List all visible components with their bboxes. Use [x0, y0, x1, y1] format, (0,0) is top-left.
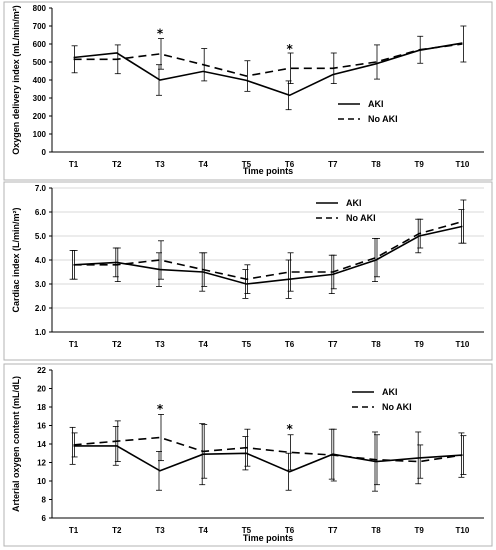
x-tick-label: T7	[328, 160, 338, 169]
y-axis-title: Arterial oxygen content (mL/dL)	[11, 376, 21, 512]
legend-label: AKI	[346, 198, 362, 208]
y-tick-label: 100	[33, 130, 47, 139]
y-tick-label: 7.0	[35, 184, 47, 193]
legend-label: No AKI	[346, 213, 376, 223]
panel-border	[3, 181, 493, 361]
y-tick-label: 500	[33, 58, 47, 67]
y-tick-label: 1.0	[35, 328, 47, 337]
x-tick-label: T3	[155, 160, 165, 169]
x-tick-label: T1	[69, 526, 79, 535]
x-tick-label: T6	[285, 340, 295, 349]
x-tick-label: T6	[285, 160, 295, 169]
legend-label: AKI	[368, 99, 384, 109]
y-axis-title: Cardiac index (L/min/m²)	[11, 207, 21, 312]
significance-star: *	[286, 42, 293, 56]
x-tick-label: T5	[242, 160, 252, 169]
y-tick-label: 10	[37, 477, 46, 486]
x-tick-label: T5	[242, 340, 252, 349]
y-tick-label: 5.0	[35, 232, 47, 241]
y-tick-label: 6.0	[35, 208, 47, 217]
x-tick-label: T2	[112, 526, 122, 535]
x-tick-label: T5	[242, 526, 252, 535]
y-tick-label: 200	[33, 112, 47, 121]
y-axis-title: Oxygen delivery index (mL/min/m²)	[11, 5, 21, 155]
series-line-aki	[73, 225, 463, 285]
chart-panel-2: 1.0 2.0 3.0 4.0 5.0 6.0 7.0 T1 T2 T3 T4 T5 T6 T7 T8 T9 T…	[3, 181, 493, 361]
x-tick-label: T4	[199, 526, 209, 535]
x-tick-label: T10	[456, 526, 470, 535]
panel-border	[3, 1, 493, 181]
x-tick-label: T10	[456, 160, 470, 169]
legend-label: No AKI	[382, 402, 412, 412]
y-tick-label: 22	[37, 366, 46, 375]
x-axis-title: Time points	[243, 533, 293, 543]
x-axis-title: Time points	[243, 166, 293, 176]
y-tick-label: 400	[33, 76, 47, 85]
y-tick-label: 8	[42, 496, 47, 505]
panel-border	[3, 363, 493, 547]
legend-label: AKI	[382, 387, 398, 397]
y-tick-label: 6	[42, 514, 47, 523]
x-tick-label: T4	[199, 340, 209, 349]
y-tick-label: 0	[42, 148, 47, 157]
y-tick-label: 12	[37, 459, 46, 468]
x-tick-label: T7	[328, 526, 338, 535]
series-line-aki	[73, 445, 463, 473]
significance-star: *	[286, 422, 293, 436]
series-line-aki	[73, 42, 463, 97]
y-tick-label: 3.0	[35, 280, 47, 289]
x-tick-label: T8	[371, 526, 381, 535]
y-tick-label: 4.0	[35, 256, 47, 265]
x-tick-label: T6	[285, 526, 295, 535]
x-tick-label: T1	[69, 160, 79, 169]
significance-star: *	[157, 402, 164, 416]
significance-star: *	[157, 27, 164, 41]
y-tick-label: 800	[33, 4, 47, 13]
x-tick-label: T8	[371, 160, 381, 169]
y-tick-label: 14	[37, 440, 46, 449]
series-line-no-aki	[73, 220, 463, 281]
y-tick-label: 700	[33, 22, 47, 31]
legend-label: No AKI	[368, 114, 398, 124]
y-tick-label: 300	[33, 94, 47, 103]
x-tick-label: T2	[112, 340, 122, 349]
x-tick-label: T10	[456, 340, 470, 349]
y-tick-label: 600	[33, 40, 47, 49]
x-tick-label: T8	[371, 340, 381, 349]
x-tick-label: T9	[415, 526, 425, 535]
y-tick-label: 20	[37, 385, 46, 394]
x-tick-label: T3	[155, 526, 165, 535]
x-tick-label: T2	[112, 160, 122, 169]
series-line-no-aki	[73, 43, 463, 77]
chart-panel-3: 6 8 10 12 14 16 18 20 22 T1 T2 T3 T4 T5 T6 T7 T8 T9 T10 Tim…	[3, 363, 493, 547]
x-tick-label: T9	[415, 160, 425, 169]
x-tick-label: T4	[199, 160, 209, 169]
chart-panel-1: 0 100 200 300 400 500 600 700 800 T1 T2 T3 T4 T5 T6 T7 T…	[3, 1, 493, 181]
x-tick-label: T3	[155, 340, 165, 349]
x-tick-label: T1	[69, 340, 79, 349]
x-tick-label: T9	[415, 340, 425, 349]
y-tick-label: 18	[37, 403, 46, 412]
y-tick-label: 16	[37, 422, 46, 431]
y-tick-label: 2.0	[35, 304, 47, 313]
x-tick-label: T7	[328, 340, 338, 349]
series-line-no-aki	[73, 436, 463, 463]
